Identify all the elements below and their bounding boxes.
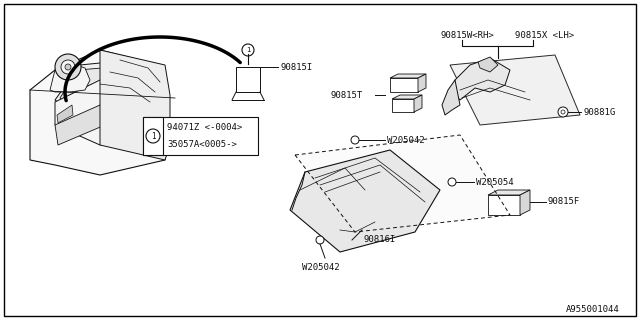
Polygon shape xyxy=(520,190,530,215)
Text: 90816I: 90816I xyxy=(363,236,396,244)
Circle shape xyxy=(448,178,456,186)
Text: 1: 1 xyxy=(150,132,156,140)
Polygon shape xyxy=(392,95,422,99)
Polygon shape xyxy=(392,99,414,112)
Circle shape xyxy=(558,107,568,117)
Polygon shape xyxy=(452,58,510,100)
Polygon shape xyxy=(100,50,170,160)
Polygon shape xyxy=(390,78,418,92)
Polygon shape xyxy=(60,66,148,116)
Polygon shape xyxy=(290,150,440,252)
Text: 94071Z <-0004>: 94071Z <-0004> xyxy=(167,123,243,132)
Text: 1: 1 xyxy=(246,47,250,53)
Circle shape xyxy=(61,60,75,74)
Text: 90881G: 90881G xyxy=(583,108,615,116)
Polygon shape xyxy=(488,195,520,215)
Circle shape xyxy=(65,64,71,70)
Text: A955001044: A955001044 xyxy=(566,306,620,315)
Text: W205054: W205054 xyxy=(476,178,514,187)
Text: 90815W<RH>: 90815W<RH> xyxy=(440,30,493,39)
Polygon shape xyxy=(50,63,90,92)
Polygon shape xyxy=(55,60,155,120)
Polygon shape xyxy=(390,74,426,78)
Polygon shape xyxy=(418,74,426,92)
Text: W205042: W205042 xyxy=(302,263,340,273)
Polygon shape xyxy=(450,55,580,125)
Polygon shape xyxy=(295,135,510,232)
Circle shape xyxy=(316,236,324,244)
Circle shape xyxy=(351,136,359,144)
Circle shape xyxy=(55,54,81,80)
Polygon shape xyxy=(478,57,498,72)
Text: 90815I: 90815I xyxy=(280,62,312,71)
Bar xyxy=(236,67,260,92)
Polygon shape xyxy=(57,105,73,123)
Polygon shape xyxy=(488,190,530,195)
Text: W205042: W205042 xyxy=(387,135,424,145)
Polygon shape xyxy=(55,105,105,145)
Polygon shape xyxy=(55,80,165,145)
Text: 90815X <LH>: 90815X <LH> xyxy=(515,30,574,39)
Bar xyxy=(143,117,258,155)
Polygon shape xyxy=(30,50,170,175)
Text: 35057A<0005->: 35057A<0005-> xyxy=(167,140,237,149)
Text: 90815F: 90815F xyxy=(548,197,580,206)
Text: 90815T: 90815T xyxy=(330,91,362,100)
Polygon shape xyxy=(442,80,460,115)
Bar xyxy=(143,117,163,155)
Polygon shape xyxy=(414,95,422,112)
